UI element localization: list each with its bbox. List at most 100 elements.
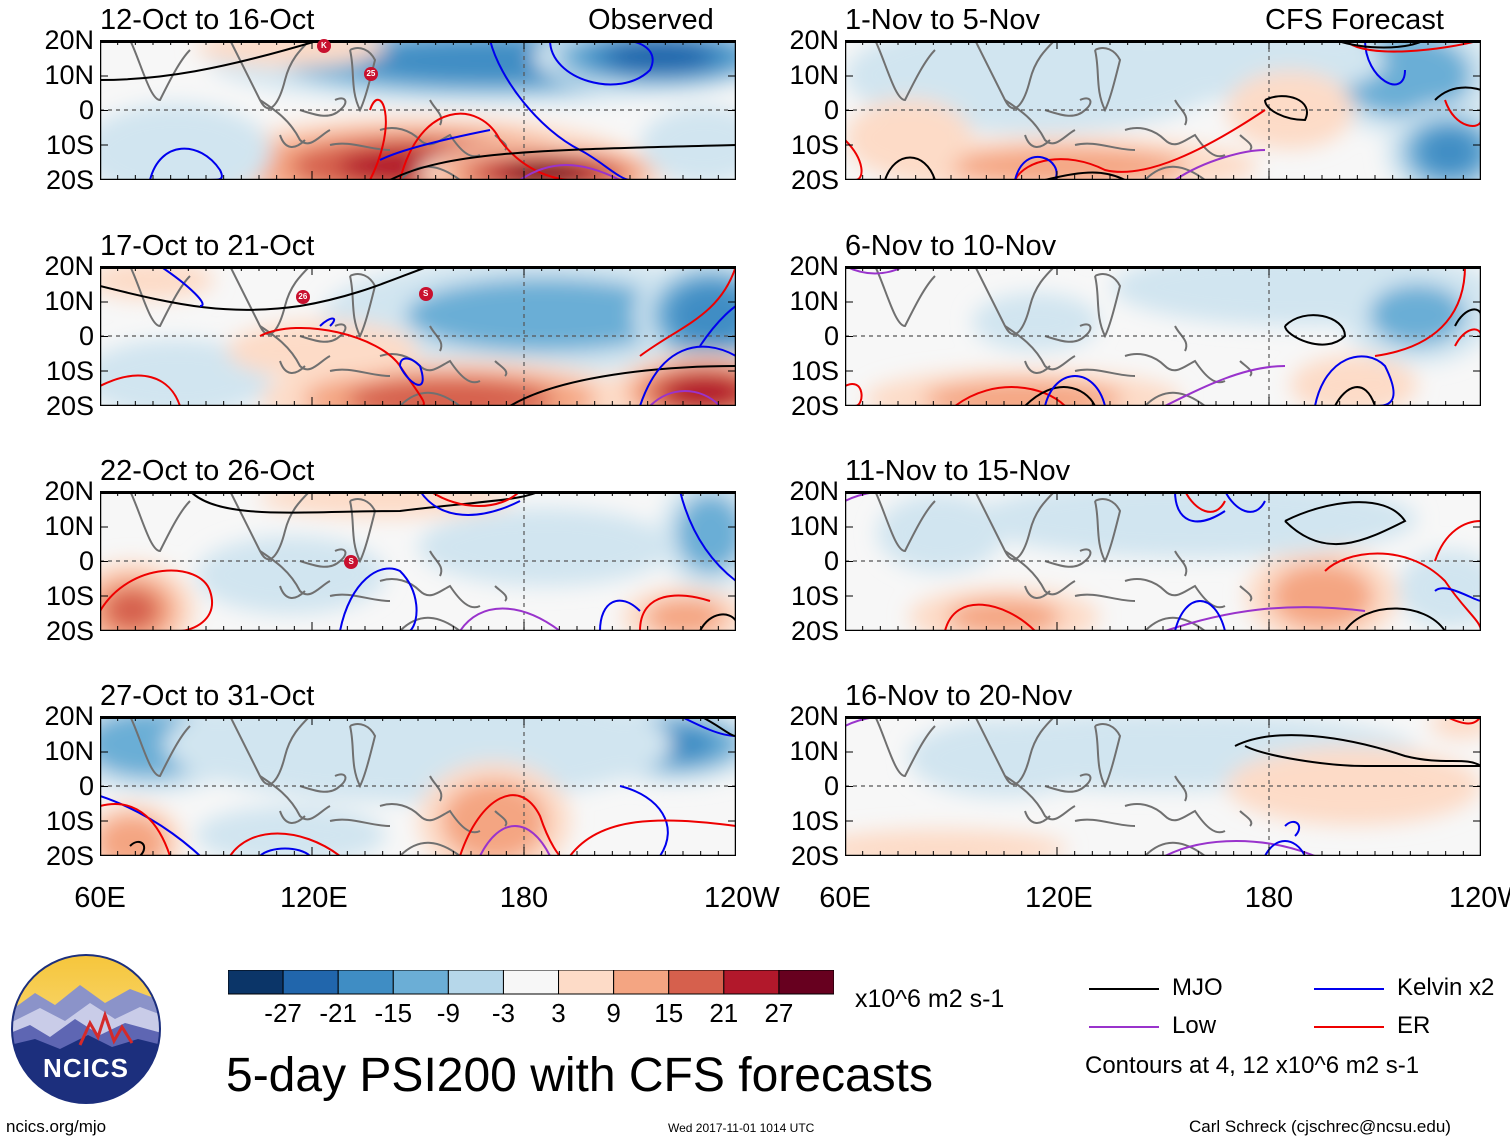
observed-label: Observed (588, 4, 714, 36)
coastline (974, 716, 1056, 786)
colorbar-tick-label: -21 (319, 998, 357, 1028)
contour-mjo (1024, 386, 1096, 406)
map-panel (845, 40, 1481, 180)
coastline (874, 266, 936, 328)
latitude-tick-label: 20N (44, 701, 94, 731)
tropical-cyclone-marker: 25 (363, 66, 378, 81)
contour-kelvin (379, 129, 491, 161)
latitude-tick-label: 20N (789, 251, 839, 281)
anomaly-blob (845, 829, 1068, 856)
contour-er (369, 98, 387, 180)
colorbar-tick-label: 21 (709, 998, 739, 1028)
coastline (349, 273, 377, 339)
latitude-tick-label: 20S (45, 165, 94, 195)
coastline (229, 716, 311, 786)
coastline (1144, 841, 1206, 856)
coastline (974, 40, 1056, 110)
map-panel-plot (100, 716, 736, 856)
latitude-tick-label: 10S (790, 581, 839, 611)
anomaly-blob (100, 103, 272, 180)
colorbar-tick-label: -27 (264, 998, 302, 1028)
latitude-tick-label: 20S (45, 391, 94, 421)
colorbar-swatch (723, 969, 780, 995)
contour-mjo (1344, 607, 1446, 631)
latitude-tick-label: 20N (789, 25, 839, 55)
contour-low (1164, 840, 1316, 856)
contour-mjo (509, 365, 736, 406)
coastline (1239, 134, 1253, 151)
colorbar-tick-label: -15 (374, 998, 413, 1028)
latitude-tick-label: 10S (45, 356, 94, 386)
legend-label: ER (1397, 1012, 1431, 1039)
anomaly-blob (606, 42, 714, 72)
coastline (1124, 353, 1226, 384)
contour-kelvin (1044, 375, 1106, 406)
latitude-tick-label: 20S (790, 165, 839, 195)
coastline (1074, 142, 1136, 151)
coastline (429, 550, 443, 577)
coastline (329, 818, 391, 827)
contour-er (100, 569, 213, 631)
coastline (1004, 775, 1076, 821)
legend-line-swatch (1089, 988, 1159, 990)
panel-title: 27-Oct to 31-Oct (100, 680, 315, 712)
coastline (279, 360, 306, 374)
coastline (974, 266, 1056, 336)
contour-mjo (699, 613, 736, 631)
contour-er (1374, 266, 1466, 357)
coastline (399, 841, 461, 856)
latitude-tick-label: 0 (823, 95, 839, 125)
colorbar-swatch (392, 969, 449, 995)
contour-er (100, 803, 171, 856)
longitude-tick-label: 120W (1449, 884, 1510, 913)
coastline (399, 165, 461, 180)
contour-mjo (1244, 745, 1481, 767)
coastline (1024, 134, 1051, 148)
contour-low (649, 390, 721, 406)
colorbar-swatch (337, 969, 394, 995)
map-panel-plot (845, 491, 1481, 631)
contour-er (569, 819, 736, 856)
contour-kelvin (1434, 587, 1481, 602)
latitude-tick-label: 0 (78, 546, 94, 576)
anomaly-blob (923, 380, 1123, 406)
coastline (129, 491, 191, 553)
contour-mjo (1234, 734, 1481, 767)
contour-mjo (100, 266, 431, 311)
contour-er (399, 112, 571, 180)
coastline (229, 491, 311, 561)
contour-low (479, 825, 551, 856)
coastline (1074, 368, 1136, 377)
latitude-tick-label: 10N (789, 511, 839, 541)
anomaly-blob (195, 40, 387, 67)
colorbar-tick-label: 27 (764, 998, 794, 1028)
contour-kelvin (1264, 840, 1306, 856)
latitude-tick-label: 10N (44, 60, 94, 90)
map-panel-plot (845, 716, 1481, 856)
coastline (129, 716, 191, 778)
contour-mjo (1284, 501, 1407, 545)
coastline (1239, 810, 1253, 827)
coastline (229, 40, 311, 110)
colorbar-tick-label: -9 (436, 998, 460, 1028)
contour-mjo (1264, 95, 1308, 122)
latitude-tick-label: 20N (789, 476, 839, 506)
anomaly-blob (347, 377, 553, 406)
contour-mjo (389, 144, 736, 180)
latitude-tick-label: 20N (44, 251, 94, 281)
contour-kelvin (419, 491, 521, 516)
contour-er (1434, 520, 1481, 562)
contour-kelvin (399, 357, 424, 386)
panel-title: 6-Nov to 10-Nov (845, 230, 1057, 262)
map-panel-plot (845, 40, 1481, 180)
contour-er (639, 266, 736, 357)
anomaly-blob (676, 493, 736, 573)
anomaly-blob (104, 589, 160, 631)
anomaly-blob (876, 493, 1004, 573)
coastline (349, 723, 377, 789)
contour-er (1324, 552, 1481, 631)
latitude-tick-label: 10S (45, 581, 94, 611)
map-panel (845, 266, 1481, 406)
map-panel-plot (100, 266, 736, 406)
coastline (1239, 360, 1253, 377)
